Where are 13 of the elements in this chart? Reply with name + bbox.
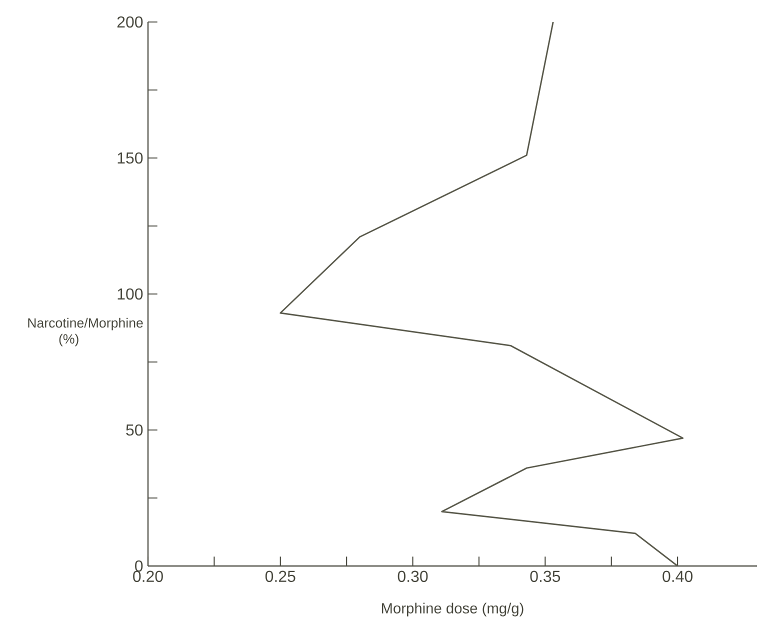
x-tick-label: 0.20: [133, 570, 163, 582]
x-tick-label: 0.35: [530, 570, 560, 582]
y-tick-label: 100: [118, 288, 143, 300]
y-tick-label: 50: [126, 424, 143, 436]
y-axis-title: Narcotine/Morphine (%): [28, 318, 143, 346]
y-tick-label: 200: [117, 16, 143, 28]
x-axis-title: Morphine dose (mg/g): [382, 602, 524, 616]
x-tick-label: 0.25: [265, 570, 296, 582]
x-tick-label: 0.30: [398, 570, 428, 582]
y-tick-label: 0: [135, 560, 143, 572]
y-tick-label: 150: [118, 152, 143, 164]
x-tick-label: 0.40: [662, 570, 693, 582]
line-series: [280, 22, 684, 566]
